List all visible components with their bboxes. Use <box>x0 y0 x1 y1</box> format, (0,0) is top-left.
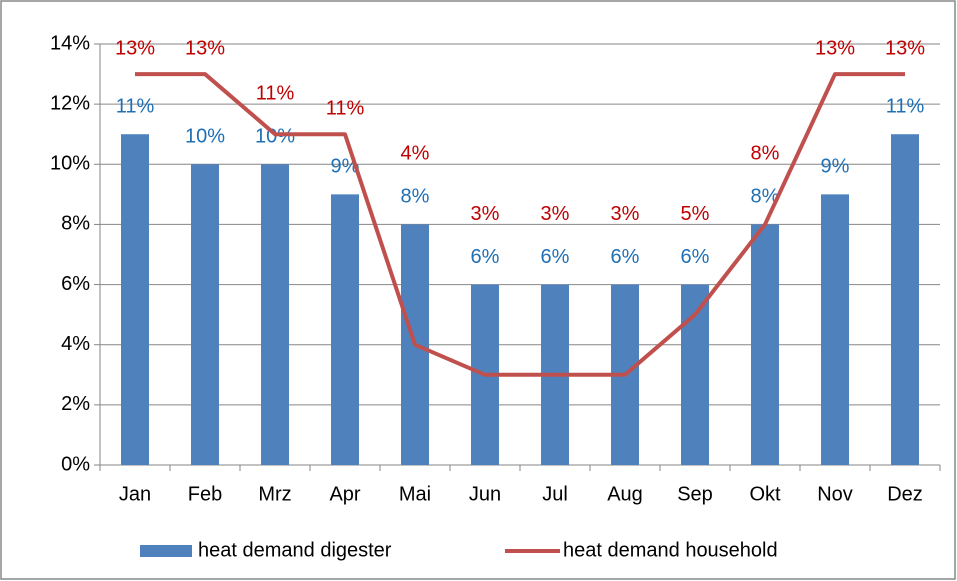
bar <box>331 194 359 465</box>
line-value-label: 4% <box>401 143 430 165</box>
bar <box>821 194 849 465</box>
bar-value-label: 11% <box>886 95 925 117</box>
bar <box>891 134 919 465</box>
legend-label: heat demand household <box>563 539 778 561</box>
x-tick-label: Mai <box>399 483 431 505</box>
line-value-label: 13% <box>115 37 155 59</box>
y-tick-label: 14% <box>50 32 90 54</box>
bar-value-label: 10% <box>185 126 225 148</box>
bar-value-label: 11% <box>116 95 155 117</box>
line-value-label: 11% <box>256 83 295 105</box>
bar-value-label: 6% <box>611 246 640 268</box>
line-value-label: 8% <box>751 143 780 165</box>
y-tick-label: 12% <box>50 92 90 114</box>
y-tick-label: 4% <box>61 333 90 355</box>
line-value-label: 13% <box>885 37 925 59</box>
y-tick-label: 2% <box>61 393 90 415</box>
bar <box>121 134 149 465</box>
bar-value-label: 8% <box>401 186 430 208</box>
legend-swatch <box>140 545 192 557</box>
x-tick-label: Apr <box>329 483 360 505</box>
y-tick-label: 10% <box>50 153 90 175</box>
bar <box>751 224 779 465</box>
line-value-label: 5% <box>681 203 710 225</box>
x-tick-label: Jul <box>542 483 568 505</box>
y-tick-label: 6% <box>61 273 90 295</box>
y-tick-label: 0% <box>61 453 90 475</box>
line-value-label: 13% <box>815 37 855 59</box>
line-value-label: 11% <box>326 97 365 119</box>
x-tick-label: Sep <box>677 483 713 505</box>
x-tick-label: Aug <box>607 483 643 505</box>
line-value-label: 3% <box>541 203 570 225</box>
bar-value-label: 6% <box>541 246 570 268</box>
line-value-label: 13% <box>185 37 225 59</box>
line-value-label: 3% <box>611 203 640 225</box>
bar-value-label: 10% <box>255 126 295 148</box>
bar <box>191 164 219 466</box>
x-tick-label: Jan <box>119 483 151 505</box>
x-tick-label: Jun <box>469 483 501 505</box>
y-tick-label: 8% <box>61 213 90 235</box>
bar-value-label: 9% <box>821 156 850 178</box>
x-tick-label: Mrz <box>258 483 291 505</box>
bar-value-label: 6% <box>471 246 500 268</box>
legend-label: heat demand digester <box>198 539 392 561</box>
x-tick-label: Feb <box>188 483 222 505</box>
line <box>135 72 905 377</box>
bar-value-label: 8% <box>751 186 780 208</box>
bar <box>261 164 289 466</box>
x-tick-label: Dez <box>887 483 923 505</box>
line-value-label: 3% <box>471 203 500 225</box>
bar-value-label: 6% <box>681 246 710 268</box>
x-tick-label: Nov <box>817 483 853 505</box>
x-tick-label: Okt <box>749 483 781 505</box>
